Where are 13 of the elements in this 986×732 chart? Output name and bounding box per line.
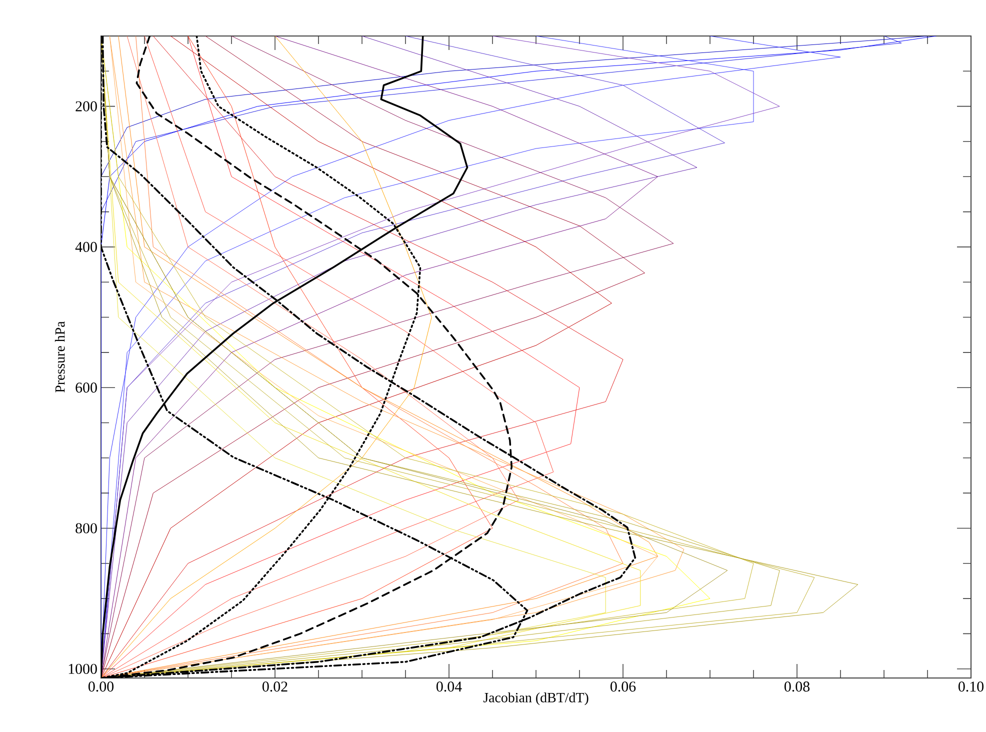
y-tick-label: 200: [76, 101, 97, 112]
x-axis-title: Jacobian (dBT/dT): [483, 692, 588, 706]
y-tick-label: 400: [75, 242, 97, 252]
x-tick-label: 0.00: [88, 682, 114, 692]
y-tick-label: 1000: [68, 664, 97, 674]
x-tick-label: 0.02: [262, 682, 288, 692]
x-tick-label: 0.06: [610, 682, 636, 692]
y-tick-label: 600: [76, 382, 97, 393]
x-tick-label: 0.08: [784, 682, 810, 692]
x-tick-label: 0.04: [436, 682, 462, 692]
y-axis-title: Pressure hPa: [54, 321, 65, 392]
x-tick-label: 0.10: [958, 682, 984, 692]
y-tick-label: 800: [76, 523, 97, 534]
